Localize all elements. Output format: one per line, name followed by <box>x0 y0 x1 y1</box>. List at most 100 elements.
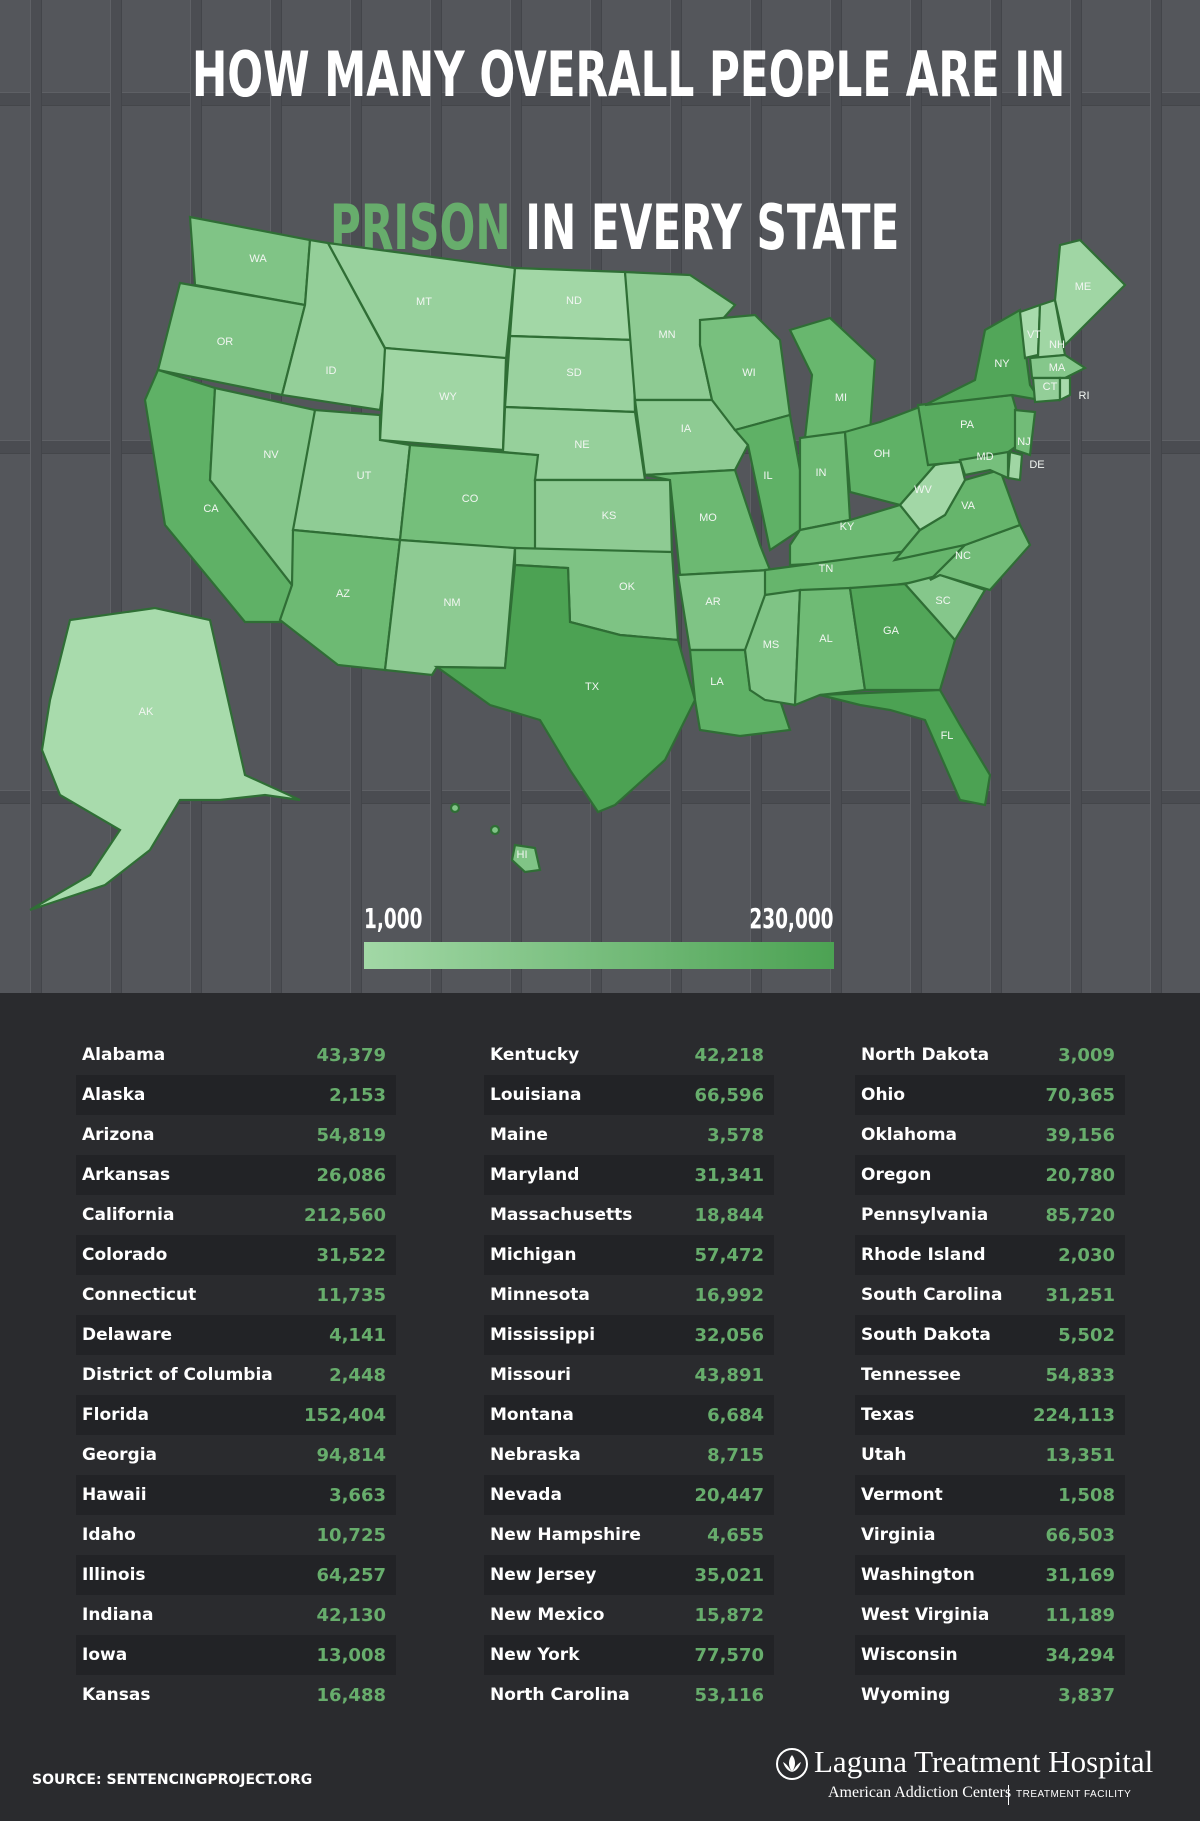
prison-count: 54,833 <box>1045 1365 1115 1386</box>
prison-count: 4,141 <box>329 1325 386 1346</box>
title-text: IN EVERY STATE <box>510 191 900 264</box>
label-pa: PA <box>960 419 975 431</box>
state-name: Maryland <box>490 1165 580 1185</box>
state-name: Virginia <box>861 1525 936 1545</box>
state-name: North Carolina <box>490 1685 630 1705</box>
prison-count: 26,086 <box>316 1165 386 1186</box>
state-al <box>793 586 867 707</box>
prison-count: 3,663 <box>329 1485 386 1506</box>
prison-count: 16,488 <box>316 1685 386 1706</box>
label-hi: HI <box>517 849 528 861</box>
state-name: Mississippi <box>490 1325 596 1345</box>
label-ar: AR <box>705 596 720 608</box>
state-name: Maine <box>490 1125 548 1145</box>
brand-name: Laguna Treatment Hospital <box>814 1744 1154 1779</box>
table-row: Alabama 43,379 <box>76 1035 396 1075</box>
table-row: Kansas 16,488 <box>76 1675 396 1715</box>
prison-count: 6,684 <box>707 1405 764 1426</box>
state-name: Georgia <box>82 1445 158 1465</box>
state-name: Delaware <box>82 1325 173 1345</box>
table-row: Wyoming 3,837 <box>855 1675 1125 1715</box>
table-row: Ohio 70,365 <box>855 1075 1125 1115</box>
label-mo: MO <box>699 512 717 524</box>
state-name: Vermont <box>861 1485 943 1505</box>
state-me <box>1053 238 1127 348</box>
prison-count: 20,780 <box>1045 1165 1115 1186</box>
prison-count: 66,596 <box>694 1085 764 1106</box>
table-row: Louisiana 66,596 <box>484 1075 774 1115</box>
brand-divider <box>1008 1785 1009 1805</box>
table-row: Kentucky 42,218 <box>484 1035 774 1075</box>
state-md <box>958 450 1010 480</box>
prison-count: 18,844 <box>694 1205 764 1226</box>
table-row: New Mexico 15,872 <box>484 1595 774 1635</box>
table-row: Utah 13,351 <box>855 1435 1125 1475</box>
label-wa: WA <box>249 253 267 265</box>
prison-count: 31,522 <box>316 1245 386 1266</box>
states <box>29 215 1127 912</box>
state-name: District of Columbia <box>82 1365 273 1385</box>
state-sc <box>902 573 987 642</box>
table-row: Connecticut 11,735 <box>76 1275 396 1315</box>
state-name: New Mexico <box>490 1605 605 1625</box>
prison-count: 13,008 <box>316 1645 386 1666</box>
label-vt: VT <box>1027 329 1041 341</box>
table-row: Nebraska 8,715 <box>484 1435 774 1475</box>
prison-count: 43,379 <box>316 1045 386 1066</box>
table-row: Indiana 42,130 <box>76 1595 396 1635</box>
state-labels: WA OR CA ID NV MT WY UT AZ CO NM ND SD N… <box>139 253 1092 861</box>
table-row: Michigan 57,472 <box>484 1235 774 1275</box>
state-name: North Dakota <box>861 1045 990 1065</box>
prison-count: 16,992 <box>694 1285 764 1306</box>
label-ct: CT <box>1043 381 1058 393</box>
table-row: Vermont 1,508 <box>855 1475 1125 1515</box>
table-row: District of Columbia 2,448 <box>76 1355 396 1395</box>
label-ne: NE <box>574 439 589 451</box>
state-name: Wisconsin <box>861 1645 958 1665</box>
state-ma <box>1028 353 1088 380</box>
table-row: Alaska 2,153 <box>76 1075 396 1115</box>
table-row: West Virginia 11,189 <box>855 1595 1125 1635</box>
us-map: WA OR CA ID NV MT WY UT AZ CO NM ND SD N… <box>29 215 1127 912</box>
prison-count: 5,502 <box>1058 1325 1115 1346</box>
state-hi-island <box>489 824 501 836</box>
prison-count: 54,819 <box>316 1125 386 1146</box>
table-row: Pennsylvania 85,720 <box>855 1195 1125 1235</box>
table-row: Delaware 4,141 <box>76 1315 396 1355</box>
prison-count: 11,735 <box>316 1285 386 1306</box>
table-row: Virginia 66,503 <box>855 1515 1125 1555</box>
state-name: Wyoming <box>861 1685 951 1705</box>
label-al: AL <box>819 633 832 645</box>
state-name: Nebraska <box>490 1445 581 1465</box>
state-name: Rhode Island <box>861 1245 986 1265</box>
prison-count: 13,351 <box>1045 1445 1115 1466</box>
page-title-line-1: HOW MANY OVERALL PEOPLE ARE IN <box>192 38 1065 111</box>
state-name: Louisiana <box>490 1085 582 1105</box>
table-row: Washington 31,169 <box>855 1555 1125 1595</box>
table-row: North Dakota 3,009 <box>855 1035 1125 1075</box>
label-ak: AK <box>139 706 154 718</box>
table-row: Oklahoma 39,156 <box>855 1115 1125 1155</box>
state-name: Kentucky <box>490 1045 580 1065</box>
label-ri: RI <box>1079 390 1090 402</box>
state-nj <box>1013 408 1037 457</box>
state-name: Pennsylvania <box>861 1205 989 1225</box>
prison-count: 2,030 <box>1058 1245 1115 1266</box>
label-az: AZ <box>336 588 350 600</box>
prison-count: 2,448 <box>329 1365 386 1386</box>
state-name: Michigan <box>490 1245 577 1265</box>
label-ut: UT <box>357 470 372 482</box>
prison-count: 15,872 <box>694 1605 764 1626</box>
prison-count: 1,508 <box>1058 1485 1115 1506</box>
label-ks: KS <box>602 510 617 522</box>
brand-logo: Laguna Treatment Hospital American Addic… <box>776 1742 1176 1812</box>
prison-count: 34,294 <box>1045 1645 1115 1666</box>
state-name: Indiana <box>82 1605 154 1625</box>
state-name: South Carolina <box>861 1285 1003 1305</box>
table-row: South Carolina 31,251 <box>855 1275 1125 1315</box>
label-in: IN <box>816 467 827 479</box>
state-fl <box>819 688 992 807</box>
state-hi-island <box>449 802 461 814</box>
label-co: CO <box>462 493 479 505</box>
table-row: New York 77,570 <box>484 1635 774 1675</box>
